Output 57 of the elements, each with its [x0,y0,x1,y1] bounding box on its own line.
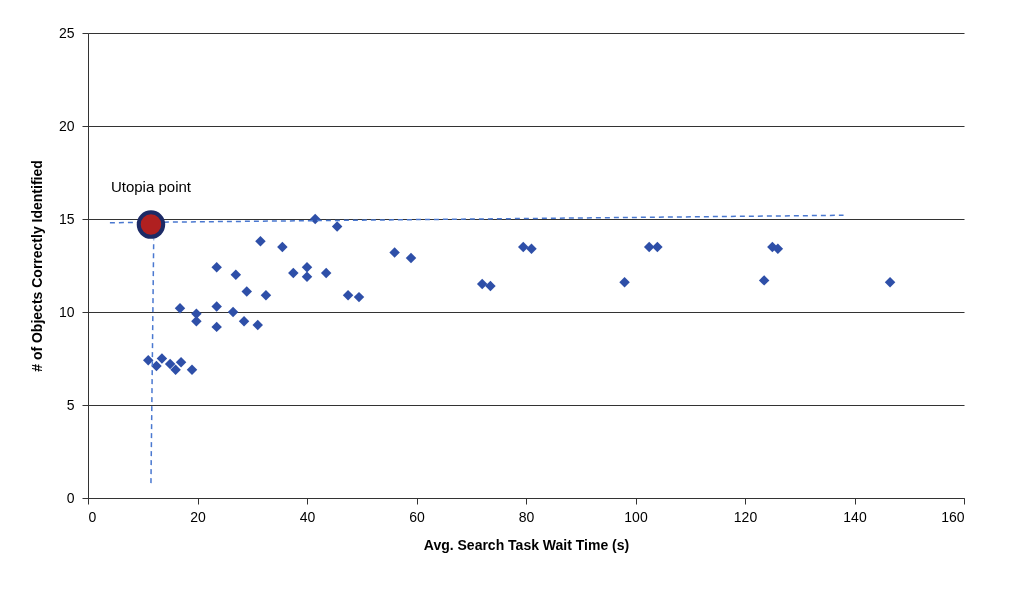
point [238,316,250,327]
point [211,262,222,273]
point [164,358,176,370]
point [227,306,239,318]
point [230,269,242,281]
point [142,355,154,366]
point [191,316,202,327]
annotation: Utopia point [110,177,192,195]
y-axis-title: # of Objects Correctly Identified [28,160,45,372]
point [288,267,299,279]
point [211,321,222,333]
point [353,291,365,303]
point [260,290,272,301]
point [758,275,770,286]
point [277,241,288,253]
point [342,290,354,301]
point [136,210,166,239]
x-tick-label: 60 [409,508,425,525]
point [186,364,198,375]
y-tick-label: 0 [66,489,75,506]
x-tick-label: 100 [624,508,648,525]
point [619,277,630,288]
point [309,213,321,225]
x-tick-label: 80 [518,508,535,525]
point [331,221,343,232]
point [643,241,655,253]
point [156,353,168,364]
y-tick-label: 25 [58,24,75,41]
point [405,252,417,264]
point [301,271,313,282]
x-axis-title: Avg. Search Task Wait Time (s) [423,536,630,553]
point [652,241,663,253]
x-tick-label: 140 [843,508,867,525]
point [170,364,181,375]
point [320,267,332,279]
y-tick-label: 5 [66,396,75,413]
point [389,247,400,258]
y-tick-label: 15 [58,210,75,227]
x-tick-label: 0 [88,508,97,525]
point [884,277,896,288]
x-tick-label: 40 [299,508,316,525]
x-tick-label: 20 [190,508,206,525]
x-tick-label: 160 [941,508,965,525]
point [485,280,496,292]
y-tick-label: 10 [58,303,75,320]
point [526,243,537,254]
point [211,301,222,312]
point [252,319,263,331]
point [175,356,187,368]
x-tick-label: 120 [733,508,758,525]
point [476,278,488,290]
point [255,236,266,247]
point [241,286,253,297]
y-tick-label: 20 [58,117,75,134]
point [518,241,529,253]
point [174,303,186,314]
point [301,262,313,273]
